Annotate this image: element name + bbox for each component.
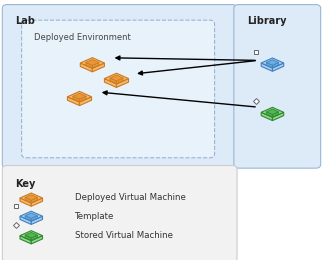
Polygon shape bbox=[73, 96, 79, 102]
Polygon shape bbox=[79, 96, 86, 102]
Text: Template: Template bbox=[75, 212, 114, 221]
Polygon shape bbox=[261, 63, 273, 71]
Polygon shape bbox=[117, 78, 123, 84]
Polygon shape bbox=[20, 216, 31, 224]
Polygon shape bbox=[117, 79, 129, 87]
Polygon shape bbox=[104, 79, 117, 87]
Polygon shape bbox=[273, 63, 284, 71]
Polygon shape bbox=[31, 198, 43, 206]
Polygon shape bbox=[80, 58, 104, 68]
Polygon shape bbox=[92, 62, 99, 68]
Polygon shape bbox=[86, 62, 92, 68]
Text: Deployed Virtual Machine: Deployed Virtual Machine bbox=[75, 193, 185, 203]
Polygon shape bbox=[20, 211, 43, 221]
Polygon shape bbox=[20, 236, 31, 244]
Text: Stored Virtual Machine: Stored Virtual Machine bbox=[75, 231, 173, 240]
Text: Library: Library bbox=[247, 16, 286, 26]
Polygon shape bbox=[25, 198, 31, 203]
Polygon shape bbox=[86, 60, 99, 66]
Polygon shape bbox=[25, 216, 31, 221]
Polygon shape bbox=[20, 231, 43, 241]
Polygon shape bbox=[266, 109, 279, 115]
Polygon shape bbox=[266, 62, 273, 68]
Polygon shape bbox=[266, 112, 273, 117]
Text: Key: Key bbox=[15, 179, 36, 188]
Polygon shape bbox=[68, 97, 79, 106]
Polygon shape bbox=[25, 235, 31, 240]
Text: Lab: Lab bbox=[15, 16, 35, 26]
FancyBboxPatch shape bbox=[22, 20, 214, 158]
Polygon shape bbox=[266, 60, 279, 65]
Polygon shape bbox=[20, 193, 43, 203]
Polygon shape bbox=[31, 198, 37, 203]
Text: Deployed Environment: Deployed Environment bbox=[35, 33, 131, 42]
Polygon shape bbox=[73, 93, 86, 99]
Polygon shape bbox=[261, 107, 284, 117]
Polygon shape bbox=[31, 216, 43, 224]
Polygon shape bbox=[80, 63, 92, 72]
Polygon shape bbox=[110, 78, 117, 84]
Polygon shape bbox=[261, 58, 284, 68]
Polygon shape bbox=[31, 236, 43, 244]
Polygon shape bbox=[110, 75, 123, 81]
FancyBboxPatch shape bbox=[234, 5, 321, 168]
Polygon shape bbox=[25, 195, 37, 200]
Polygon shape bbox=[92, 63, 104, 72]
FancyBboxPatch shape bbox=[2, 165, 237, 261]
Polygon shape bbox=[68, 91, 91, 102]
Polygon shape bbox=[31, 216, 37, 221]
Polygon shape bbox=[273, 112, 284, 121]
Polygon shape bbox=[31, 235, 37, 240]
Polygon shape bbox=[20, 198, 31, 206]
Polygon shape bbox=[273, 62, 279, 68]
Polygon shape bbox=[261, 112, 273, 121]
Polygon shape bbox=[273, 112, 279, 117]
Polygon shape bbox=[104, 73, 129, 84]
FancyBboxPatch shape bbox=[2, 5, 237, 168]
Polygon shape bbox=[25, 232, 37, 238]
Polygon shape bbox=[25, 213, 37, 218]
Polygon shape bbox=[79, 97, 91, 106]
